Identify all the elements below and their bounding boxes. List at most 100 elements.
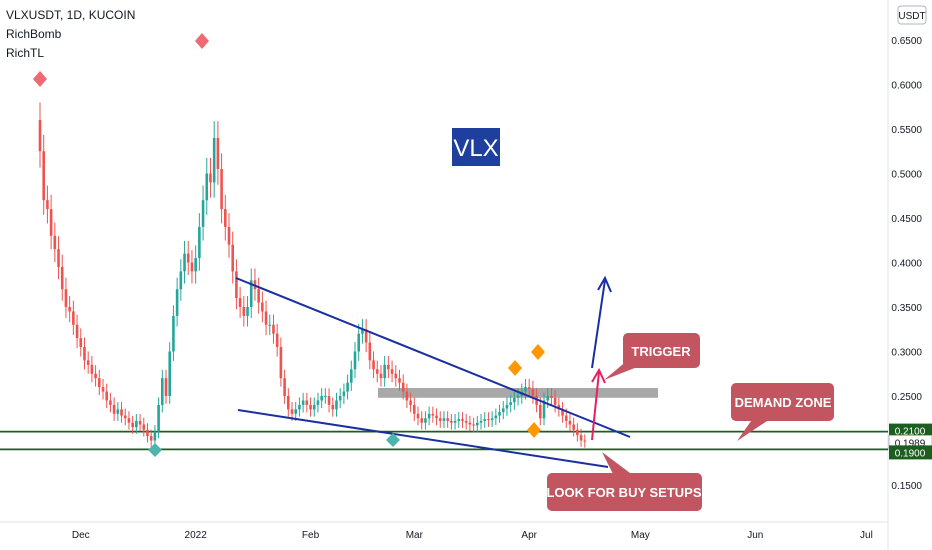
candle bbox=[201, 185, 205, 241]
candle bbox=[301, 392, 305, 413]
candle bbox=[487, 412, 490, 427]
x-tick-label: Dec bbox=[72, 530, 90, 541]
candle bbox=[405, 383, 409, 409]
candle bbox=[105, 383, 109, 409]
candle bbox=[246, 296, 249, 327]
candle bbox=[450, 414, 453, 430]
candle bbox=[53, 222, 57, 263]
indicator-richtl[interactable]: RichTL bbox=[6, 46, 45, 60]
time-axis[interactable]: Dec 2022 Feb Mar Apr May Jun Jul bbox=[72, 530, 873, 541]
candle bbox=[431, 406, 435, 423]
candle bbox=[420, 411, 424, 430]
buy-marker-diamond bbox=[386, 433, 400, 447]
candle bbox=[413, 397, 416, 421]
y-tick-label: 0.3500 bbox=[891, 303, 922, 314]
candle bbox=[216, 121, 220, 185]
candle bbox=[305, 392, 309, 413]
x-tick-label: Feb bbox=[302, 530, 320, 541]
candle bbox=[501, 401, 505, 420]
candle bbox=[235, 259, 238, 310]
candle bbox=[101, 379, 105, 400]
candle bbox=[75, 314, 79, 348]
y-tick-label: 0.1500 bbox=[891, 481, 922, 492]
candle bbox=[476, 415, 479, 433]
candle bbox=[576, 423, 579, 442]
candle bbox=[142, 417, 146, 437]
candle bbox=[257, 277, 260, 314]
candle bbox=[131, 415, 134, 434]
currency-label: USDT bbox=[898, 11, 925, 22]
candle bbox=[138, 414, 142, 432]
pink-trigger-arrow bbox=[591, 367, 606, 441]
price-tag-upper-text: 0.2100 bbox=[895, 427, 926, 438]
signal-marker-diamond bbox=[527, 422, 541, 438]
candle bbox=[568, 414, 572, 432]
candle bbox=[472, 417, 475, 433]
trigger-callout-text: TRIGGER bbox=[631, 344, 691, 359]
candle bbox=[116, 402, 120, 421]
candle bbox=[283, 369, 286, 404]
x-tick-label: Jun bbox=[747, 530, 763, 541]
candle bbox=[542, 392, 546, 426]
candle bbox=[264, 300, 268, 336]
candle bbox=[490, 411, 494, 427]
y-tick-label: 0.2500 bbox=[891, 392, 922, 403]
candle bbox=[190, 250, 194, 284]
candle bbox=[164, 369, 168, 404]
candle bbox=[442, 411, 446, 428]
candle bbox=[479, 414, 483, 430]
candle bbox=[372, 351, 375, 379]
candle bbox=[72, 300, 75, 336]
candle bbox=[157, 397, 160, 439]
sell-marker-diamond bbox=[33, 71, 47, 87]
demand-zone-callout-text: DEMAND ZONE bbox=[735, 395, 832, 410]
trigger-callout: TRIGGER bbox=[604, 333, 700, 380]
chart-legend: VLXUSDT, 1D, KUCOIN RichBomb RichTL bbox=[6, 6, 135, 63]
price-tag-last-text: 0.1989 bbox=[895, 438, 926, 449]
candles bbox=[38, 102, 587, 448]
candle bbox=[409, 392, 412, 413]
candle bbox=[220, 153, 223, 224]
x-tick-label: May bbox=[631, 530, 650, 541]
candle bbox=[294, 402, 298, 421]
candle bbox=[346, 374, 349, 400]
candle bbox=[324, 388, 327, 404]
price-tag-lower-text: 0.1900 bbox=[895, 448, 926, 459]
candle bbox=[527, 379, 531, 397]
x-tick-label: Apr bbox=[521, 530, 537, 541]
candle bbox=[238, 286, 242, 318]
candle bbox=[553, 390, 557, 413]
candle bbox=[453, 414, 457, 430]
candle bbox=[494, 408, 498, 426]
candle bbox=[224, 194, 227, 241]
blue-target-arrow bbox=[591, 275, 612, 369]
candle bbox=[68, 296, 71, 323]
candle bbox=[298, 397, 301, 417]
price-tag-lower: 0.1900 bbox=[889, 445, 932, 460]
candle bbox=[83, 337, 86, 370]
candle bbox=[205, 157, 209, 215]
candle bbox=[572, 417, 575, 437]
price-axis[interactable]: 0.6500 0.6000 0.5500 0.5000 0.4500 0.4000 0.35… bbox=[891, 36, 922, 492]
signal-marker-diamond bbox=[508, 360, 522, 376]
candle bbox=[120, 402, 123, 423]
candle bbox=[416, 406, 420, 426]
candle bbox=[446, 411, 449, 428]
candle bbox=[309, 397, 312, 417]
candle bbox=[361, 319, 364, 344]
lower-trendline bbox=[237, 409, 609, 468]
currency-button[interactable]: USDT bbox=[897, 5, 927, 25]
candle bbox=[316, 392, 320, 413]
candle bbox=[539, 397, 542, 426]
y-tick-label: 0.6500 bbox=[891, 36, 922, 47]
candle bbox=[557, 397, 561, 417]
x-tick-label: 2022 bbox=[185, 530, 208, 541]
candle bbox=[79, 328, 83, 357]
candle bbox=[60, 254, 64, 301]
candle bbox=[149, 429, 153, 447]
candle bbox=[524, 379, 527, 400]
symbol-title[interactable]: VLXUSDT, 1D, KUCOIN bbox=[6, 8, 136, 22]
indicator-richbomb[interactable]: RichBomb bbox=[6, 27, 62, 41]
candle bbox=[261, 291, 264, 323]
